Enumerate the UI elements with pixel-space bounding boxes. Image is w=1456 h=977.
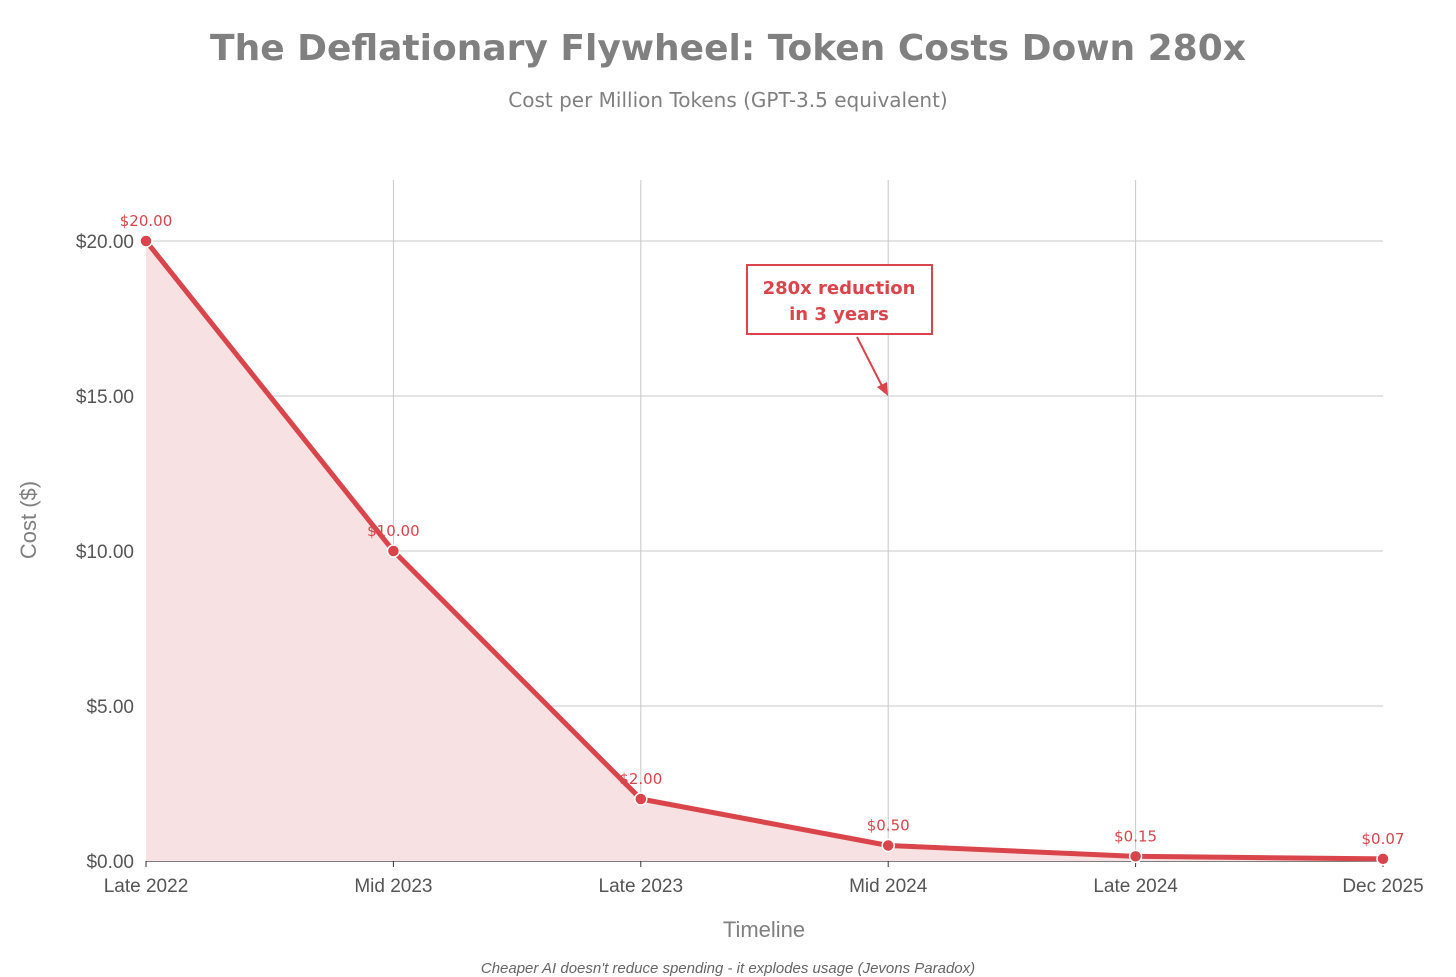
chart-subtitle: Cost per Million Tokens (GPT-3.5 equival… xyxy=(508,88,948,112)
area-fill xyxy=(146,241,1383,861)
x-tick-label-5: Dec 2025 xyxy=(1342,876,1423,897)
data-label-3: $0.50 xyxy=(867,817,910,835)
x-tick-label-4: Late 2024 xyxy=(1093,876,1178,897)
x-axis-title: Timeline xyxy=(723,917,805,942)
y-tick-label-1: $5.00 xyxy=(86,697,134,718)
axis-ticks: $0.00 $5.00 $10.00 $15.00 $20.00 Late 2022 Mid… xyxy=(76,232,1424,897)
x-tick-label-0: Late 2022 xyxy=(104,876,189,897)
data-point-1 xyxy=(386,544,401,558)
x-tick-label-3: Mid 2024 xyxy=(849,876,928,897)
y-tick-label-0: $0.00 xyxy=(86,852,134,873)
data-point-5 xyxy=(1376,852,1390,866)
data-points xyxy=(139,234,1390,866)
x-tick-label-1: Mid 2023 xyxy=(354,876,432,897)
data-labels: $20.00 $10.00 $2.00 $0.50 $0.15 $0.07 xyxy=(120,212,1405,848)
data-label-1: $10.00 xyxy=(367,522,420,540)
annotation-arrow-head xyxy=(877,382,888,396)
cost-line xyxy=(144,239,1384,862)
y-tick-label-2: $10.00 xyxy=(76,542,134,563)
x-tick-label-2: Late 2023 xyxy=(599,876,684,897)
annotation: 280x reduction in 3 years xyxy=(746,264,933,396)
y-axis-title: Cost ($) xyxy=(16,481,41,559)
data-point-2 xyxy=(634,792,648,806)
y-tick-label-3: $15.00 xyxy=(76,387,134,408)
data-label-2: $2.00 xyxy=(619,770,662,788)
annotation-line-1: 280x reduction xyxy=(763,278,916,299)
y-tick-label-4: $20.00 xyxy=(76,232,134,253)
chart-footnote: Cheaper AI doesn't reduce spending - it … xyxy=(480,960,976,977)
annotation-line-2: in 3 years xyxy=(789,304,889,325)
data-label-5: $0.07 xyxy=(1362,830,1405,848)
data-point-0 xyxy=(139,234,153,248)
annotation-box xyxy=(746,264,933,335)
chart-title: The Deflationary Flywheel: Token Costs D… xyxy=(210,28,1246,69)
data-label-4: $0.15 xyxy=(1114,827,1157,845)
data-point-3 xyxy=(881,838,895,853)
annotation-arrow-shaft xyxy=(856,336,883,387)
data-point-4 xyxy=(1128,849,1143,864)
data-label-0: $20.00 xyxy=(120,212,173,230)
